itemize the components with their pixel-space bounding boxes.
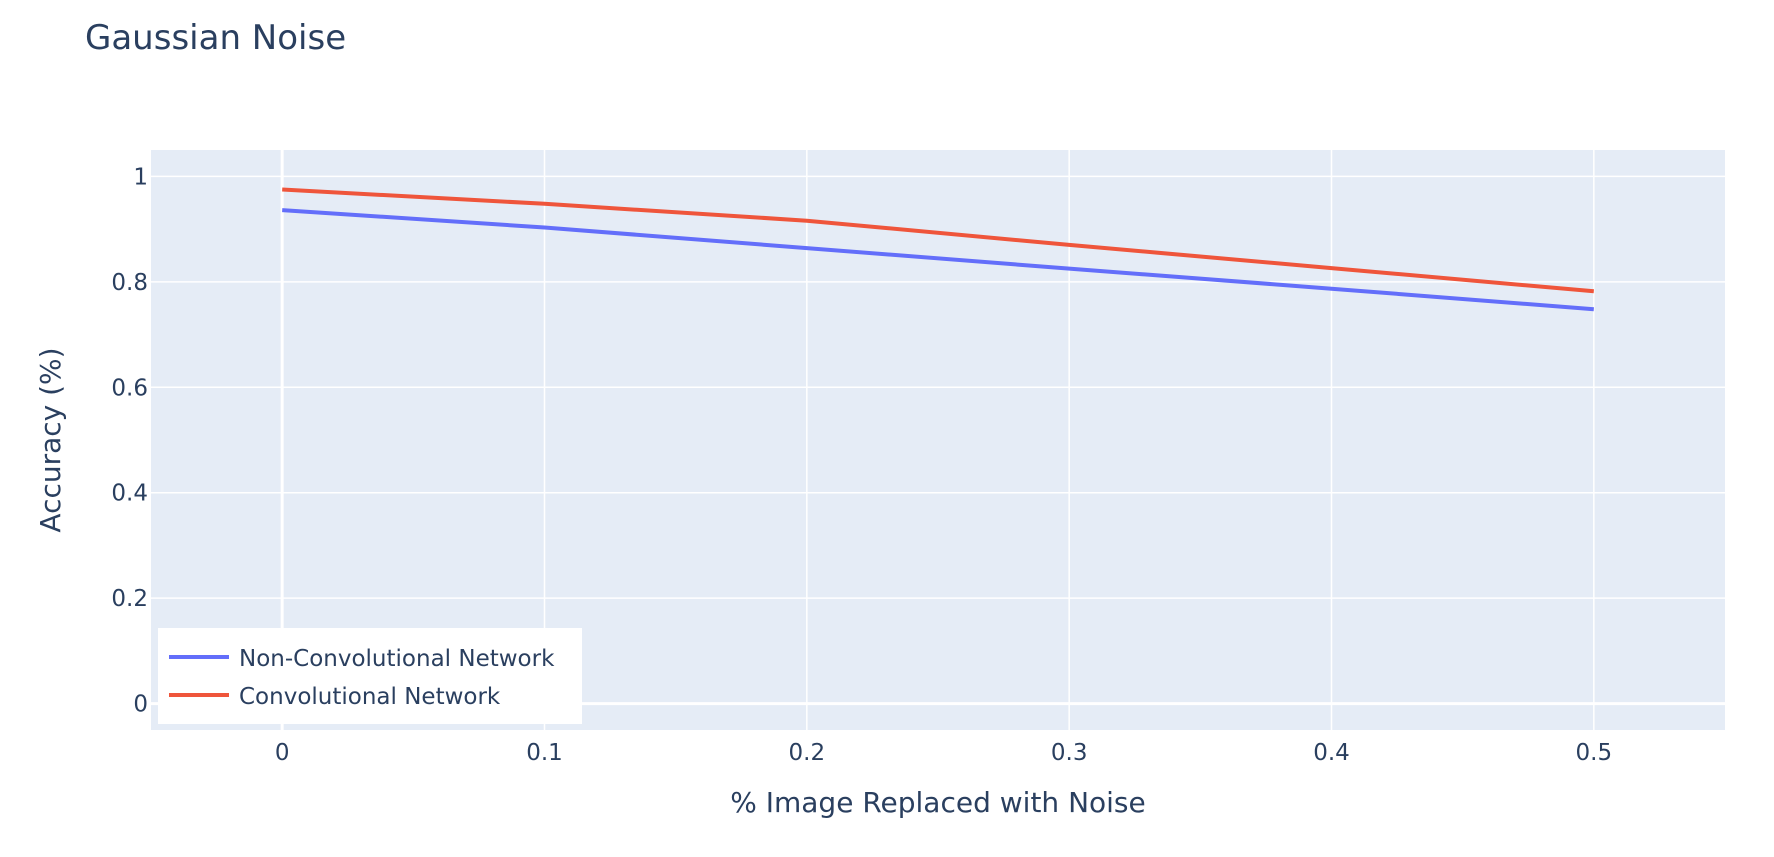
- y-tick-label: 1: [133, 164, 148, 190]
- y-tick-label: 0: [133, 692, 148, 718]
- y-tick-label: 0.6: [111, 375, 148, 401]
- chart-title: Gaussian Noise: [85, 18, 346, 58]
- x-tick-label: 0.4: [1313, 740, 1350, 766]
- y-tick-label: 0.8: [111, 270, 148, 296]
- x-tick-label: 0.2: [789, 740, 826, 766]
- x-tick-label: 0.1: [526, 740, 563, 766]
- y-tick-label: 0.2: [111, 586, 148, 612]
- legend-item-non-convolutional-network[interactable]: Non-Convolutional Network: [169, 646, 555, 672]
- legend-item-convolutional-network[interactable]: Convolutional Network: [169, 684, 501, 710]
- y-tick-labels: 0 0.2 0.4 0.6 0.8 1: [111, 164, 148, 717]
- y-axis-title: Accuracy (%): [34, 347, 67, 532]
- legend-label-non-convolutional-network: Non-Convolutional Network: [239, 646, 555, 672]
- x-tick-label: 0.3: [1051, 740, 1088, 766]
- series-line-convolutional-network: [282, 187, 1594, 294]
- legend[interactable]: Non-Convolutional Network Convolutional …: [158, 628, 582, 724]
- legend-label-convolutional-network: Convolutional Network: [239, 684, 501, 710]
- x-axis-title: % Image Replaced with Noise: [730, 786, 1146, 819]
- legend-box: [158, 628, 582, 724]
- y-gridlines: [151, 175, 1725, 599]
- y-tick-label: 0.4: [111, 481, 148, 507]
- x-tick-labels: 0 0.1 0.2 0.3 0.4 0.5: [275, 740, 1612, 766]
- series-line-non-convolutional-network: [282, 208, 1594, 312]
- x-tick-label: 0: [275, 740, 290, 766]
- x-tick-label: 0.5: [1576, 740, 1613, 766]
- series-lines: [282, 187, 1594, 312]
